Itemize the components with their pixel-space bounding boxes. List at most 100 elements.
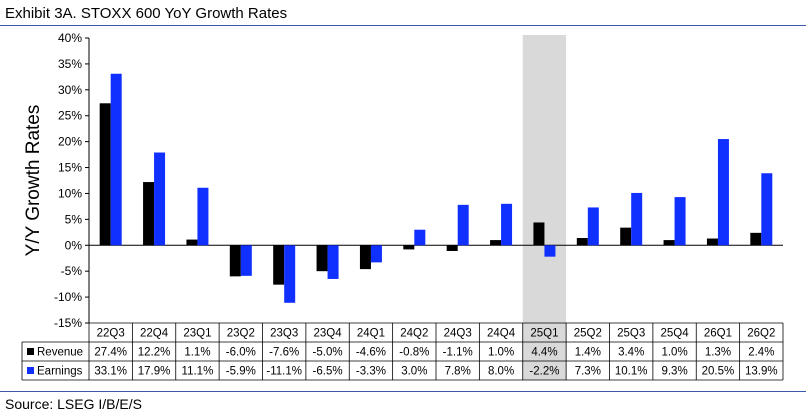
revenue-bar	[99, 103, 111, 246]
revenue-value-cell: 1.0%	[661, 347, 687, 359]
source-divider	[0, 391, 806, 392]
y-tick-label: 35%	[58, 57, 82, 71]
revenue-bar	[490, 240, 502, 246]
earnings-bar	[110, 73, 122, 246]
category-label: 23Q3	[270, 328, 298, 340]
revenue-legend-swatch	[27, 348, 34, 355]
earnings-value-cell: 8.0%	[488, 366, 514, 378]
revenue-value-cell: 12.2%	[138, 347, 171, 359]
earnings-bar	[674, 197, 686, 246]
category-label: 24Q4	[487, 328, 516, 340]
earnings-bar	[457, 204, 469, 246]
earnings-bar	[154, 152, 166, 246]
y-tick-label: 15%	[58, 161, 82, 175]
revenue-bar	[359, 245, 371, 270]
revenue-value-cell: -0.8%	[399, 347, 429, 359]
revenue-bar	[273, 245, 285, 285]
category-label: 24Q2	[400, 328, 428, 340]
earnings-bar	[284, 245, 296, 303]
revenue-value-cell: 1.4%	[575, 347, 601, 359]
y-tick-label: -15%	[54, 316, 82, 330]
source-note: Source: LSEG I/B/E/S	[5, 396, 142, 412]
earnings-bar	[327, 245, 339, 279]
revenue-bar	[706, 238, 718, 246]
earnings-bar	[544, 245, 556, 257]
earnings-value-cell: -5.9%	[226, 366, 256, 378]
earnings-value-cell: 11.1%	[182, 366, 214, 378]
revenue-value-cell: 2.4%	[748, 347, 774, 359]
y-tick-label: -10%	[54, 290, 82, 304]
revenue-bar	[663, 240, 675, 246]
revenue-value-cell: -6.0%	[226, 347, 256, 359]
category-label: 26Q2	[747, 328, 775, 340]
revenue-value-cell: -5.0%	[313, 347, 343, 359]
title-divider	[0, 25, 806, 26]
revenue-value-cell: 27.4%	[94, 347, 127, 359]
y-tick-label: -5%	[61, 264, 83, 278]
category-label: 23Q1	[183, 328, 211, 340]
earnings-value-cell: 9.3%	[661, 366, 687, 378]
y-tick-label: 40%	[58, 31, 82, 45]
earnings-value-cell: 13.9%	[745, 366, 778, 378]
category-label: 25Q4	[660, 328, 689, 340]
earnings-bar	[240, 245, 252, 276]
y-axis-label: Y/Y Growth Rates	[23, 105, 44, 257]
category-label: 24Q3	[444, 328, 472, 340]
earnings-bar	[587, 207, 599, 246]
growth-rate-chart: Y/Y Growth Rates 40% 35% 30% 25% 20% 15% 10% 5% 0…	[21, 31, 784, 381]
revenue-bar	[750, 232, 762, 246]
y-tick-label: 30%	[58, 83, 82, 97]
y-tick-label: 20%	[58, 135, 82, 149]
earnings-bar	[717, 139, 729, 246]
revenue-value-cell: -4.6%	[356, 347, 386, 359]
highlight-band	[522, 35, 567, 380]
y-tick-label: 25%	[58, 109, 82, 123]
y-tick-label: 5%	[65, 212, 83, 226]
earnings-value-cell: -2.2%	[529, 366, 559, 378]
revenue-value-cell: 1.0%	[488, 347, 514, 359]
category-label: 22Q3	[97, 328, 125, 340]
revenue-bar	[143, 182, 155, 246]
category-label: 24Q1	[357, 328, 385, 340]
earnings-value-cell: 7.8%	[445, 366, 471, 378]
earnings-bar	[370, 245, 382, 263]
revenue-value-cell: -1.1%	[443, 347, 473, 359]
earnings-value-cell: 3.0%	[401, 366, 427, 378]
revenue-bar	[229, 245, 241, 277]
earnings-legend-swatch	[27, 367, 34, 374]
category-label: 23Q4	[313, 328, 342, 340]
revenue-bar	[186, 239, 198, 246]
earnings-value-cell: -6.5%	[313, 366, 343, 378]
revenue-bar	[403, 245, 415, 250]
revenue-value-cell: 1.3%	[705, 347, 731, 359]
revenue-bar	[446, 245, 458, 251]
exhibit-title: Exhibit 3A. STOXX 600 YoY Growth Rates	[5, 5, 288, 22]
revenue-bar	[576, 238, 588, 246]
category-label: 25Q1	[530, 328, 558, 340]
earnings-bar	[501, 203, 513, 246]
revenue-bar	[316, 245, 328, 272]
revenue-bar	[620, 227, 632, 246]
earnings-value-cell: -11.1%	[266, 366, 302, 378]
category-label: 25Q2	[574, 328, 602, 340]
category-label: 22Q4	[140, 328, 169, 340]
revenue-value-cell: -7.6%	[269, 347, 299, 359]
revenue-value-cell: 4.4%	[531, 347, 557, 359]
earnings-bar	[761, 173, 773, 246]
y-tick-label: 0%	[65, 238, 83, 252]
earnings-value-cell: 20.5%	[702, 366, 735, 378]
earnings-bar	[414, 229, 426, 246]
revenue-legend-label: Revenue	[37, 347, 83, 359]
earnings-value-cell: 7.3%	[575, 366, 601, 378]
earnings-legend-label: Earnings	[37, 366, 83, 378]
earnings-value-cell: 10.1%	[615, 366, 648, 378]
earnings-bar	[197, 187, 209, 246]
earnings-value-cell: 33.1%	[94, 366, 127, 378]
category-label: 25Q3	[617, 328, 645, 340]
y-tick-label: 10%	[58, 186, 82, 200]
earnings-value-cell: -3.3%	[356, 366, 386, 378]
revenue-value-cell: 3.4%	[618, 347, 644, 359]
category-label: 23Q2	[227, 328, 255, 340]
category-label: 26Q1	[704, 328, 732, 340]
revenue-bar	[533, 222, 545, 246]
